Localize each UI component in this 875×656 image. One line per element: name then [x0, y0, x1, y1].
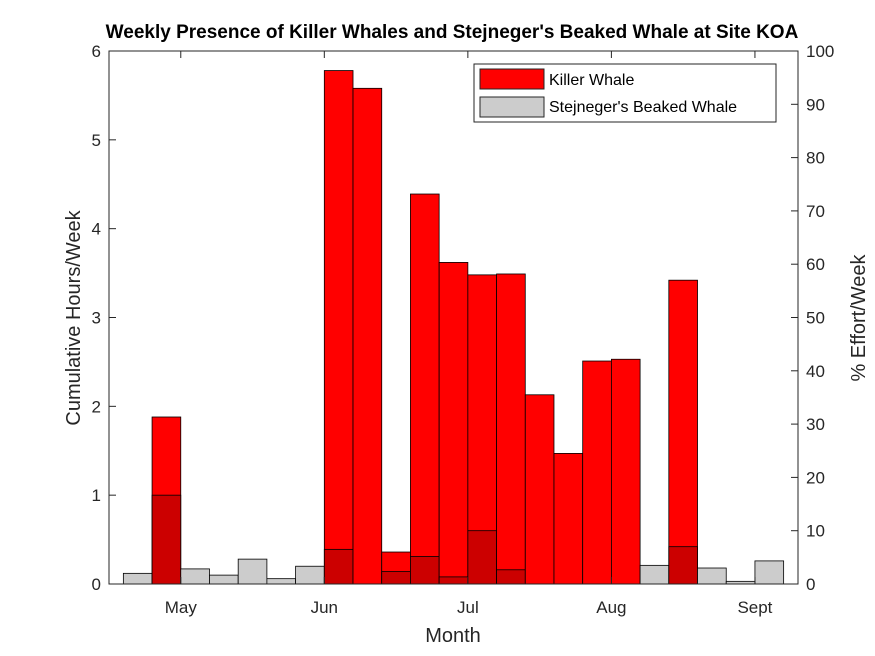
x-tick-label: Aug [596, 598, 626, 617]
overlap-bar [467, 530, 497, 585]
y-axis-right-label: % Effort/Week [848, 253, 870, 381]
overlap-bar [438, 576, 469, 585]
y-right-tick-label: 10 [806, 522, 825, 541]
legend: Killer Whale Stejneger's Beaked Whale [473, 63, 777, 123]
x-tick-label: Jul [457, 598, 479, 617]
y-right-tick-label: 20 [806, 468, 825, 487]
beaked-whale-bar [639, 564, 670, 585]
y-right-tick-label: 50 [806, 309, 825, 328]
overlap-bar [151, 494, 182, 585]
y-right-tick-label: 40 [806, 362, 825, 381]
y-right-tick-label: 100 [806, 42, 834, 61]
killer-whale-bar [553, 453, 584, 585]
killer-whale-bar [668, 279, 698, 585]
legend-label-killer-whale: Killer Whale [549, 72, 634, 89]
y-tick-label: 4 [92, 220, 101, 239]
beaked-whale-bar [754, 560, 785, 585]
legend-swatch-stejnegers-beaked-whale [479, 96, 545, 118]
overlap-bar [410, 556, 440, 585]
legend-swatch-killer-whale [479, 68, 545, 90]
legend-label-stejnegers-beaked-whale: Stejneger's Beaked Whale [549, 99, 737, 116]
x-axis-label: Month [425, 625, 481, 647]
y-tick-label: 6 [92, 42, 101, 61]
beaked-whale-bar [180, 568, 210, 585]
x-tick-label: Jun [311, 598, 338, 617]
killer-whale-bar [582, 360, 612, 585]
x-tick-label: Sept [737, 598, 772, 617]
killer-whale-bar [610, 358, 641, 585]
y-tick-label: 3 [92, 309, 101, 328]
beaked-whale-bar [122, 572, 153, 585]
y-right-tick-label: 90 [806, 95, 825, 114]
y-tick-label: 1 [92, 486, 101, 505]
killer-whale-bar [410, 193, 440, 585]
beaked-whale-bar [266, 578, 297, 585]
y-right-tick-label: 0 [806, 575, 815, 594]
killer-whale-bar [496, 273, 526, 585]
beaked-whale-bar [237, 558, 268, 585]
overlap-bar [381, 571, 411, 585]
killer-whale-bar [438, 262, 469, 585]
beaked-whale-bar [209, 574, 239, 585]
beaked-whale-bar [295, 565, 325, 585]
y-right-tick-label: 60 [806, 255, 825, 274]
killer-whale-bar [323, 70, 354, 585]
y-tick-label: 0 [92, 575, 101, 594]
overlap-bar [496, 569, 526, 585]
x-tick-label: May [165, 598, 198, 617]
y-right-tick-label: 70 [806, 202, 825, 221]
y-tick-label: 5 [92, 131, 101, 150]
y-right-tick-label: 30 [806, 415, 825, 434]
y-right-tick-label: 80 [806, 149, 825, 168]
killer-whale-bar [352, 87, 383, 585]
overlap-bar [668, 546, 698, 585]
chart-title: Weekly Presence of Killer Whales and Ste… [106, 22, 799, 43]
beaked-whale-bar [697, 567, 727, 585]
overlap-bar [323, 548, 354, 585]
y-tick-label: 2 [92, 397, 101, 416]
y-axis-label: Cumulative Hours/Week [63, 209, 85, 425]
killer-whale-bar [524, 394, 555, 585]
